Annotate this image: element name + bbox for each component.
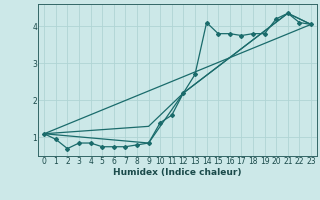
X-axis label: Humidex (Indice chaleur): Humidex (Indice chaleur): [113, 168, 242, 177]
